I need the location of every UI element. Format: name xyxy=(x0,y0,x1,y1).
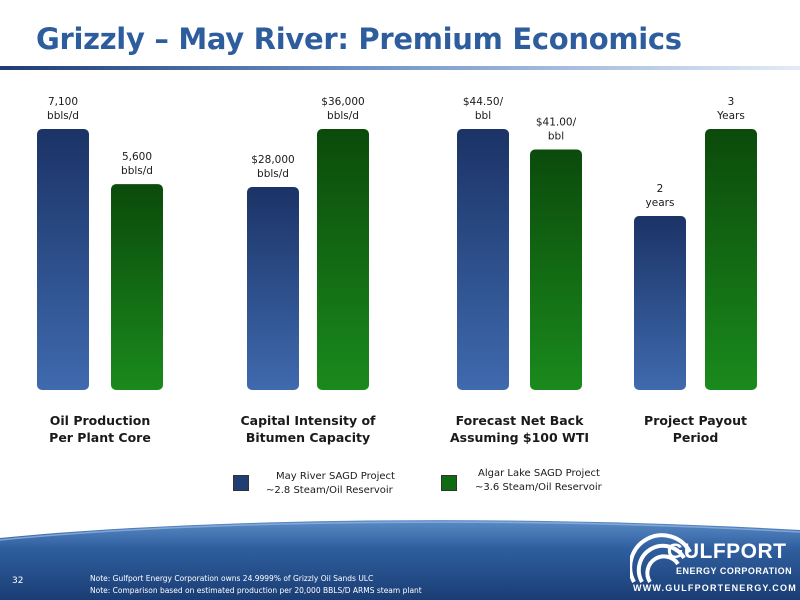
bar-algar-lake-1 xyxy=(317,129,369,390)
data-label-algar-lake-1-value: $36,000 xyxy=(321,96,364,108)
data-label-may-river-1-unit: bbls/d xyxy=(257,168,289,180)
bar-may-river-2 xyxy=(457,129,509,390)
gulfport-logo-icon xyxy=(630,533,692,584)
category-label-2-line1: Forecast Net Back xyxy=(456,413,585,428)
bar-may-river-3 xyxy=(634,216,686,390)
category-label-0-line2: Per Plant Core xyxy=(49,430,151,445)
bar-may-river-1 xyxy=(247,187,299,390)
data-label-may-river-0-unit: bbls/d xyxy=(47,110,79,122)
data-label-algar-lake-2-unit: bbl xyxy=(548,131,564,143)
data-label-algar-lake-1-unit: bbls/d xyxy=(327,110,359,122)
title-underline xyxy=(0,66,800,70)
data-label-may-river-2-value: $44.50/ xyxy=(463,96,504,108)
data-label-algar-lake-3-unit: Years xyxy=(716,110,745,122)
legend-swatch-algar-lake xyxy=(441,475,457,491)
data-label-may-river-0-value: 7,100 xyxy=(48,96,78,108)
footer-band xyxy=(0,520,800,600)
data-label-may-river-1-value: $28,000 xyxy=(251,154,294,166)
category-label-0-line1: Oil Production xyxy=(50,413,150,428)
legend-swatch-may-river xyxy=(233,475,249,491)
data-label-algar-lake-3-value: 3 xyxy=(728,96,735,108)
data-label-algar-lake-2-value: $41.00/ xyxy=(536,117,577,129)
legend-label-algar-lake-line1: Algar Lake SAGD Project xyxy=(478,468,600,479)
category-label-3-line1: Project Payout xyxy=(644,413,747,428)
logo-company-subtitle: ENERGY CORPORATION xyxy=(676,566,793,576)
data-label-algar-lake-0-unit: bbls/d xyxy=(121,165,153,177)
data-label-algar-lake-0-value: 5,600 xyxy=(122,151,152,163)
data-label-may-river-3-unit: years xyxy=(646,197,675,209)
bar-algar-lake-2 xyxy=(530,149,582,390)
footnote-comparison: Note: Comparison based on estimated prod… xyxy=(90,586,422,595)
bar-algar-lake-3 xyxy=(705,129,757,390)
bar-chart: 7,100 bbls/d 5,600 bbls/d Oil Production Per … xyxy=(37,96,757,445)
logo-website-url: WWW.GULFPORTENERGY.COM xyxy=(633,583,797,593)
logo-company-name: GULFPORT xyxy=(667,540,787,563)
legend-label-algar-lake-line2: ~3.6 Steam/Oil Reservoir xyxy=(475,482,602,493)
slide-title: Grizzly – May River: Premium Economics xyxy=(36,22,682,56)
category-label-3-line2: Period xyxy=(673,430,719,445)
bar-may-river-0 xyxy=(37,129,89,390)
footnote-ownership: Note: Gulfport Energy Corporation owns 2… xyxy=(90,574,374,583)
bar-algar-lake-0 xyxy=(111,184,163,390)
legend-label-may-river-line2: ~2.8 Steam/Oil Reservoir xyxy=(266,485,393,496)
category-label-1-line2: Bitumen Capacity xyxy=(246,430,370,445)
category-label-2-line2: Assuming $100 WTI xyxy=(450,430,589,445)
data-label-may-river-2-unit: bbl xyxy=(475,110,491,122)
category-label-1-line1: Capital Intensity of xyxy=(240,413,376,428)
legend-label-may-river-line1: May River SAGD Project xyxy=(276,471,395,482)
page-number: 32 xyxy=(12,576,24,586)
data-label-may-river-3-value: 2 xyxy=(657,183,664,195)
